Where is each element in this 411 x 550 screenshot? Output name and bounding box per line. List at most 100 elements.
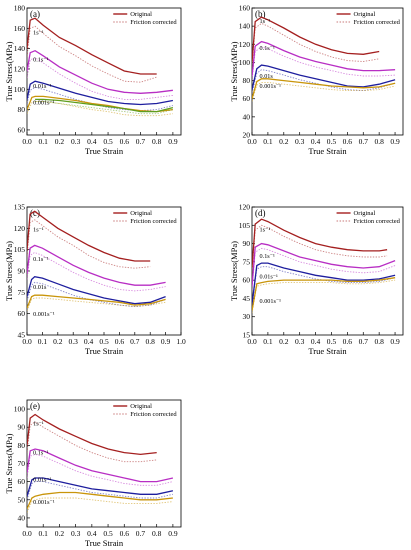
x-tick-label: 0.2: [55, 137, 65, 146]
original-line-0.001s-1: [27, 95, 173, 113]
y-tick-label: 20: [243, 131, 251, 140]
original-line-0.1s-1: [252, 242, 396, 287]
x-axis-title: True Strain: [308, 346, 347, 356]
plot-frame: [251, 7, 404, 136]
original-line-extra: [35, 98, 174, 113]
x-tick-label: 0.4: [311, 337, 321, 346]
friction-corrected-line-0.1s-1: [27, 252, 166, 292]
y-axis-title: True Stress(MPa): [4, 41, 14, 101]
x-tick-label: 0.0: [22, 137, 32, 146]
friction-corrected-line-extra: [35, 101, 174, 115]
y-tick-label: 120: [239, 203, 251, 212]
original-line-1s-1: [27, 17, 157, 75]
strain-rate-label: 1s⁻¹: [33, 30, 44, 37]
x-tick-label: 0.7: [359, 337, 369, 346]
plot-frame: [26, 7, 182, 136]
strain-rate-label: 0.01s⁻¹: [33, 83, 52, 90]
strain-rate-label: 0.1s⁻¹: [260, 45, 275, 52]
x-tick-label: 0.0: [22, 529, 32, 538]
x-tick-label: 0.9: [168, 137, 178, 146]
friction-corrected-line-0.1s-1: [27, 57, 173, 100]
x-tick-label: 0.6: [343, 337, 353, 346]
x-tick-label: 0.5: [327, 337, 337, 346]
y-tick-label: 60: [18, 309, 26, 318]
x-tick-label: 0.1: [39, 529, 49, 538]
x-tick-label: 0.8: [152, 529, 162, 538]
x-tick-label: 0.4: [87, 529, 97, 538]
y-tick-label: 100: [239, 58, 251, 67]
y-tick-label: 105: [239, 221, 251, 230]
y-axis-title: True Stress(MPa): [4, 433, 14, 493]
y-tick-label: 15: [243, 331, 251, 340]
x-tick-label: 0.1: [263, 137, 273, 146]
friction-corrected-line-0.1s-1: [27, 453, 174, 486]
x-tick-label: 0.3: [71, 137, 81, 146]
x-tick-label: 0.7: [136, 137, 146, 146]
strain-rate-label: 0.001s⁻¹: [33, 311, 55, 318]
x-tick-label: 0.4: [311, 137, 321, 146]
y-tick-label: 75: [18, 288, 26, 297]
x-tick-label: 0.2: [279, 337, 289, 346]
legend-original-label: Original: [130, 403, 152, 410]
y-tick-label: 160: [239, 4, 251, 13]
strain-rate-label: 0.001s⁻¹: [260, 298, 282, 305]
chart-panel-e: 0.0 0.1 0.2 0.3 0.4 0.5 0.6 0.7 0.8 0.9 40 50 60 70 80…: [4, 399, 182, 548]
legend-friction-label: Friction corrected: [130, 218, 177, 225]
x-tick-label: 0.7: [136, 529, 146, 538]
legend-friction-label: Friction corrected: [354, 218, 401, 225]
x-axis-title: True Strain: [85, 146, 124, 156]
friction-corrected-line-0.01s-1: [27, 481, 174, 500]
x-tick-label: 0.2: [55, 529, 65, 538]
x-tick-label: 0.8: [374, 337, 384, 346]
x-tick-label: 0.7: [359, 137, 369, 146]
x-tick-label: 0.5: [103, 529, 113, 538]
y-axis-title: True Stress(MPa): [229, 241, 239, 301]
series-group: [27, 413, 174, 513]
original-line-0.01s-1: [252, 64, 396, 90]
x-tick-label: 0.4: [87, 137, 97, 146]
original-line-1s-1: [252, 218, 388, 269]
y-tick-label: 50: [18, 495, 26, 504]
strain-rate-label: 0.01s⁻¹: [260, 274, 279, 281]
strain-rate-label: 1s⁻¹: [260, 226, 271, 233]
y-tick-label: 140: [14, 44, 26, 53]
friction-corrected-line-0.001s-1: [252, 81, 396, 102]
y-tick-label: 90: [243, 239, 251, 248]
strain-rate-label: 0.01s: [260, 73, 274, 80]
x-tick-label: 0.3: [295, 137, 305, 146]
y-axis-title: True Stress(MPa): [229, 41, 239, 101]
friction-corrected-line-0.001s-1: [27, 497, 173, 513]
y-tick-label: 60: [18, 125, 26, 134]
friction-corrected-line-0.001s-1: [27, 101, 173, 117]
y-tick-label: 140: [239, 22, 251, 31]
y-tick-label: 60: [243, 94, 251, 103]
y-tick-label: 105: [14, 245, 26, 254]
y-tick-label: 180: [14, 4, 26, 13]
x-tick-label: 0.9: [390, 137, 400, 146]
x-tick-label: 0.8: [152, 137, 162, 146]
y-tick-label: 30: [243, 312, 251, 321]
strain-rate-label: 0.1s⁻¹: [33, 256, 48, 263]
legend-original-label: Original: [354, 210, 376, 217]
friction-corrected-line-0.01s-1: [252, 266, 396, 308]
x-tick-label: 0.6: [120, 529, 130, 538]
strain-rate-label: 1s⁻¹: [33, 420, 44, 427]
original-line-1s-1: [27, 413, 157, 456]
x-tick-label: 0.1: [39, 137, 49, 146]
friction-corrected-line-1s-1: [27, 421, 157, 463]
y-tick-label: 75: [243, 257, 251, 266]
original-line-0.001s-1: [252, 78, 396, 99]
chart-panel-d: 0.0 0.1 0.2 0.3 0.4 0.5 0.6 0.7 0.8 0.9 15 30 45 60 75…: [229, 203, 404, 356]
x-tick-label: 0.5: [103, 137, 113, 146]
strain-rate-label: 0.1s⁻¹: [33, 450, 48, 457]
x-tick-label: 0.3: [295, 337, 305, 346]
x-tick-label: 0.6: [115, 337, 125, 346]
y-tick-label: 160: [14, 24, 26, 33]
legend-original-label: Original: [130, 11, 152, 18]
y-tick-label: 100: [14, 85, 26, 94]
original-line-0.01s-1: [27, 477, 174, 497]
strain-rate-label: 0.1s⁻¹: [260, 253, 275, 260]
y-tick-label: 120: [14, 224, 26, 233]
y-tick-label: 45: [18, 331, 26, 340]
